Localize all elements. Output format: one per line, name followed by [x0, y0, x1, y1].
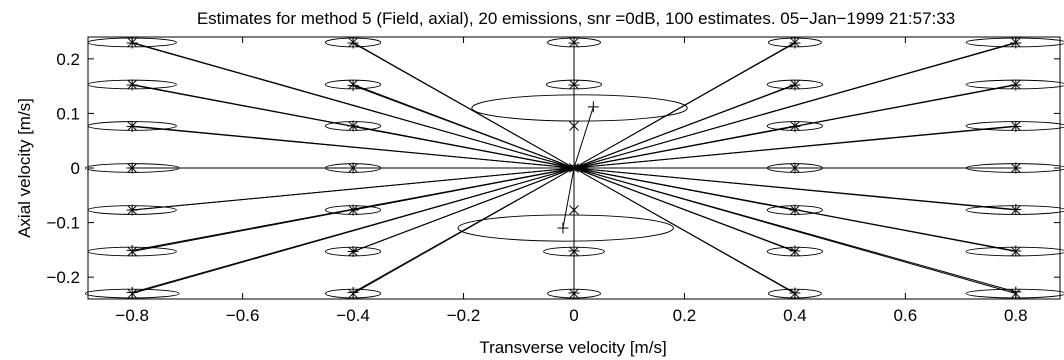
x-marker [569, 121, 579, 131]
y-tick-label: 0 [71, 159, 80, 178]
plus-marker [347, 246, 359, 258]
estimate-line [573, 42, 796, 169]
plus-marker [568, 162, 580, 174]
marker-stroke [569, 121, 579, 131]
plus-marker [1010, 245, 1022, 257]
estimate-line [573, 42, 1016, 169]
plus-marker [789, 204, 801, 216]
x-tick-label: −0.4 [336, 306, 370, 325]
plus-marker [126, 79, 138, 91]
y-tick-label: 0.1 [56, 104, 80, 123]
marker-stroke [569, 205, 579, 215]
estimate-line [132, 167, 575, 293]
estimate-line [573, 126, 1016, 169]
x-tick-label: −0.2 [447, 306, 481, 325]
estimate-line [573, 167, 1016, 293]
x-tick-label: 0 [569, 306, 578, 325]
estimate-line [132, 167, 575, 211]
y-tick-label: 0.2 [56, 50, 80, 69]
estimate-line [352, 85, 575, 169]
plus-marker [126, 121, 138, 133]
plus-marker [347, 120, 359, 132]
plus-marker [789, 79, 801, 91]
plus-marker [1010, 162, 1022, 174]
plus-marker [347, 204, 359, 216]
x-tick-label: 0.4 [783, 306, 807, 325]
marker-layer [126, 37, 1022, 299]
x-tick-label: 0.2 [673, 306, 697, 325]
estimate-line [573, 167, 1016, 210]
confidence-ellipse [471, 94, 688, 122]
estimate-line [352, 125, 575, 169]
y-tick-label: −0.1 [46, 214, 80, 233]
plus-marker [347, 162, 359, 174]
plus-marker [789, 245, 801, 257]
plus-marker [789, 162, 801, 174]
x-axis-ticks: −0.8 −0.6 −0.4 −0.2 0 0.2 0.4 0.6 0.8 [115, 37, 1028, 325]
x-tick-label: −0.6 [226, 306, 260, 325]
plus-marker [1010, 121, 1022, 133]
estimate-line [132, 42, 575, 169]
estimate-line [573, 84, 796, 169]
y-axis-label: Axial velocity [m/s] [15, 98, 34, 238]
estimate-line [562, 167, 575, 229]
plus-marker [126, 244, 138, 256]
plus-marker [1010, 203, 1022, 215]
plus-marker [347, 80, 359, 92]
plus-marker [568, 245, 580, 257]
plus-marker [1010, 79, 1022, 91]
estimate-line [132, 126, 575, 169]
x-tick-label: −0.8 [115, 306, 149, 325]
plus-marker [557, 222, 569, 234]
x-marker [569, 205, 579, 215]
plus-marker [789, 121, 801, 133]
plus-marker [568, 79, 580, 91]
x-tick-label: 0.6 [894, 306, 918, 325]
estimate-line [573, 167, 796, 252]
estimate-line [352, 167, 575, 252]
estimate-line [573, 167, 796, 294]
plus-marker [126, 162, 138, 174]
estimate-line [352, 42, 575, 169]
y-axis-ticks: −0.2 −0.1 0 0.1 0.2 [46, 50, 1060, 287]
estimate-line [352, 167, 575, 293]
chart-title: Estimates for method 5 (Field, axial), 2… [197, 9, 955, 28]
x-tick-label: 0.8 [1004, 306, 1028, 325]
y-tick-label: −0.2 [46, 268, 80, 287]
estimate-line [352, 167, 575, 211]
x-axis-label: Transverse velocity [m/s] [479, 338, 666, 357]
plus-marker [587, 101, 599, 113]
estimate-line [573, 106, 594, 169]
plus-marker [126, 204, 138, 216]
